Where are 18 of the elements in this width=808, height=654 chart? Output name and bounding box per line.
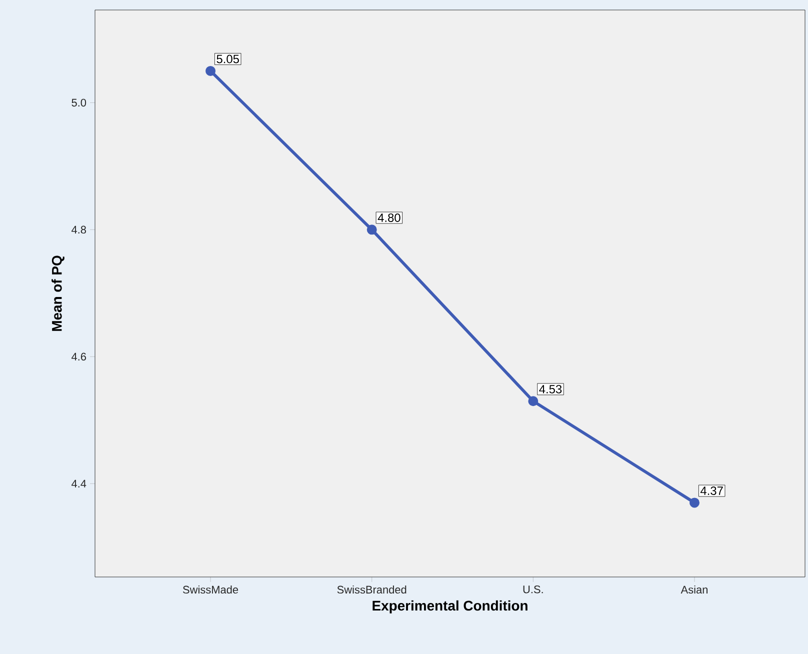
point [528, 396, 538, 406]
x-tick-label: U.S. [523, 586, 543, 594]
data-label: 5.05 [216, 54, 239, 64]
point [206, 66, 216, 76]
data-label: 4.53 [539, 384, 562, 394]
x-tick-label: SwissMade [183, 586, 238, 594]
x-axis-title: Experimental Condition [372, 600, 528, 614]
x-tick-label: SwissBranded [337, 586, 406, 594]
y-tick-label: 4.8 [72, 226, 86, 234]
x-tick-label: Asian [680, 586, 708, 594]
y-tick-label: 5.0 [72, 98, 86, 107]
y-tick-label: 4.6 [72, 352, 86, 361]
data-label: 4.80 [378, 214, 400, 222]
data-label: 4.37 [700, 486, 723, 495]
y-tick-label: 4.4 [72, 480, 86, 488]
point [690, 498, 700, 508]
y-axis-title: Mean of PQ [52, 256, 64, 331]
point [366, 224, 377, 235]
